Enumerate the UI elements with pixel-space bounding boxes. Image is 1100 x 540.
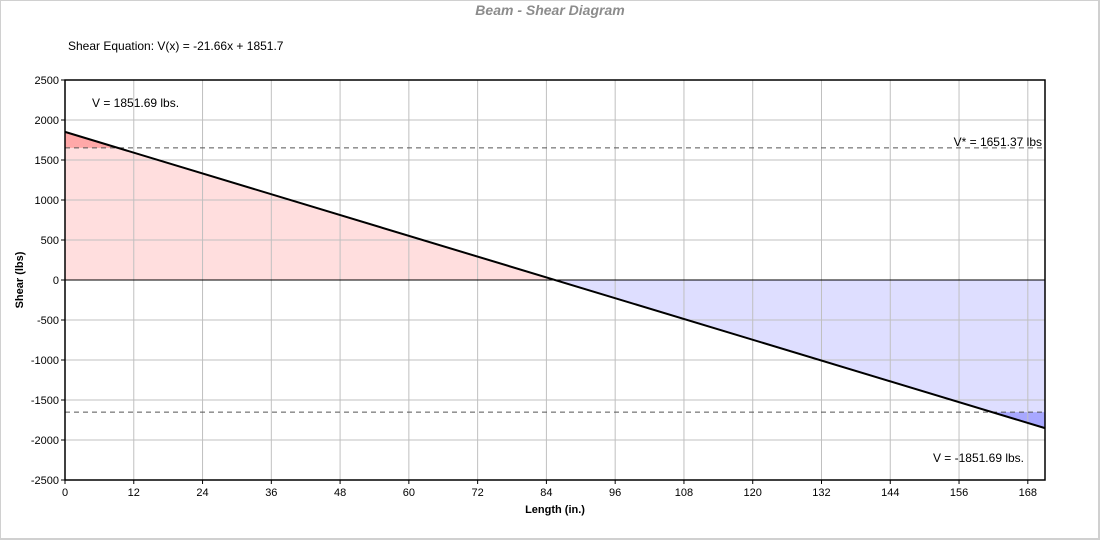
annotation-v-star: V* = 1651.37 lbs	[954, 135, 1042, 149]
y-tick-label: 2500	[35, 75, 59, 87]
x-tick-label: 60	[403, 487, 415, 499]
x-tick-label: 96	[609, 487, 621, 499]
x-tick-label: 108	[675, 487, 693, 499]
y-tick-label: -1500	[31, 395, 59, 407]
x-tick-label: 72	[472, 487, 484, 499]
x-tick-label: 0	[62, 487, 68, 499]
y-axis-label: Shear (lbs)	[14, 251, 26, 308]
shear-line	[64, 130, 1046, 430]
y-tick-label: -2500	[31, 475, 59, 487]
x-tick-label: 132	[812, 487, 830, 499]
x-tick-label: 12	[128, 487, 140, 499]
y-tick-label: 0	[53, 275, 59, 287]
shear-equation: Shear Equation: V(x) = -21.66x + 1851.7	[68, 39, 284, 53]
y-tick-label: 1000	[35, 195, 59, 207]
y-tick-label: 2000	[35, 115, 59, 127]
y-tick-label: 1500	[35, 155, 59, 167]
x-tick-label: 144	[881, 487, 899, 499]
x-tick-label: 84	[540, 487, 552, 499]
x-tick-label: 48	[334, 487, 346, 499]
y-tick-label: -500	[37, 315, 59, 327]
y-tick-label: -2000	[31, 435, 59, 447]
negative-shear-area	[65, 280, 1045, 429]
x-tick-label: 156	[950, 487, 968, 499]
annotation-v-start: V = 1851.69 lbs.	[92, 96, 179, 110]
x-tick-label: 168	[1019, 487, 1037, 499]
x-tick-label: 120	[744, 487, 762, 499]
x-tick-label: 24	[196, 487, 208, 499]
x-tick-label: 36	[265, 487, 277, 499]
annotation-v-end: V = -1851.69 lbs.	[933, 451, 1024, 465]
y-tick-label: -1000	[31, 355, 59, 367]
y-tick-label: 500	[41, 235, 59, 247]
x-axis-label: Length (in.)	[525, 504, 585, 516]
chart-title: Beam - Shear Diagram	[475, 2, 624, 18]
